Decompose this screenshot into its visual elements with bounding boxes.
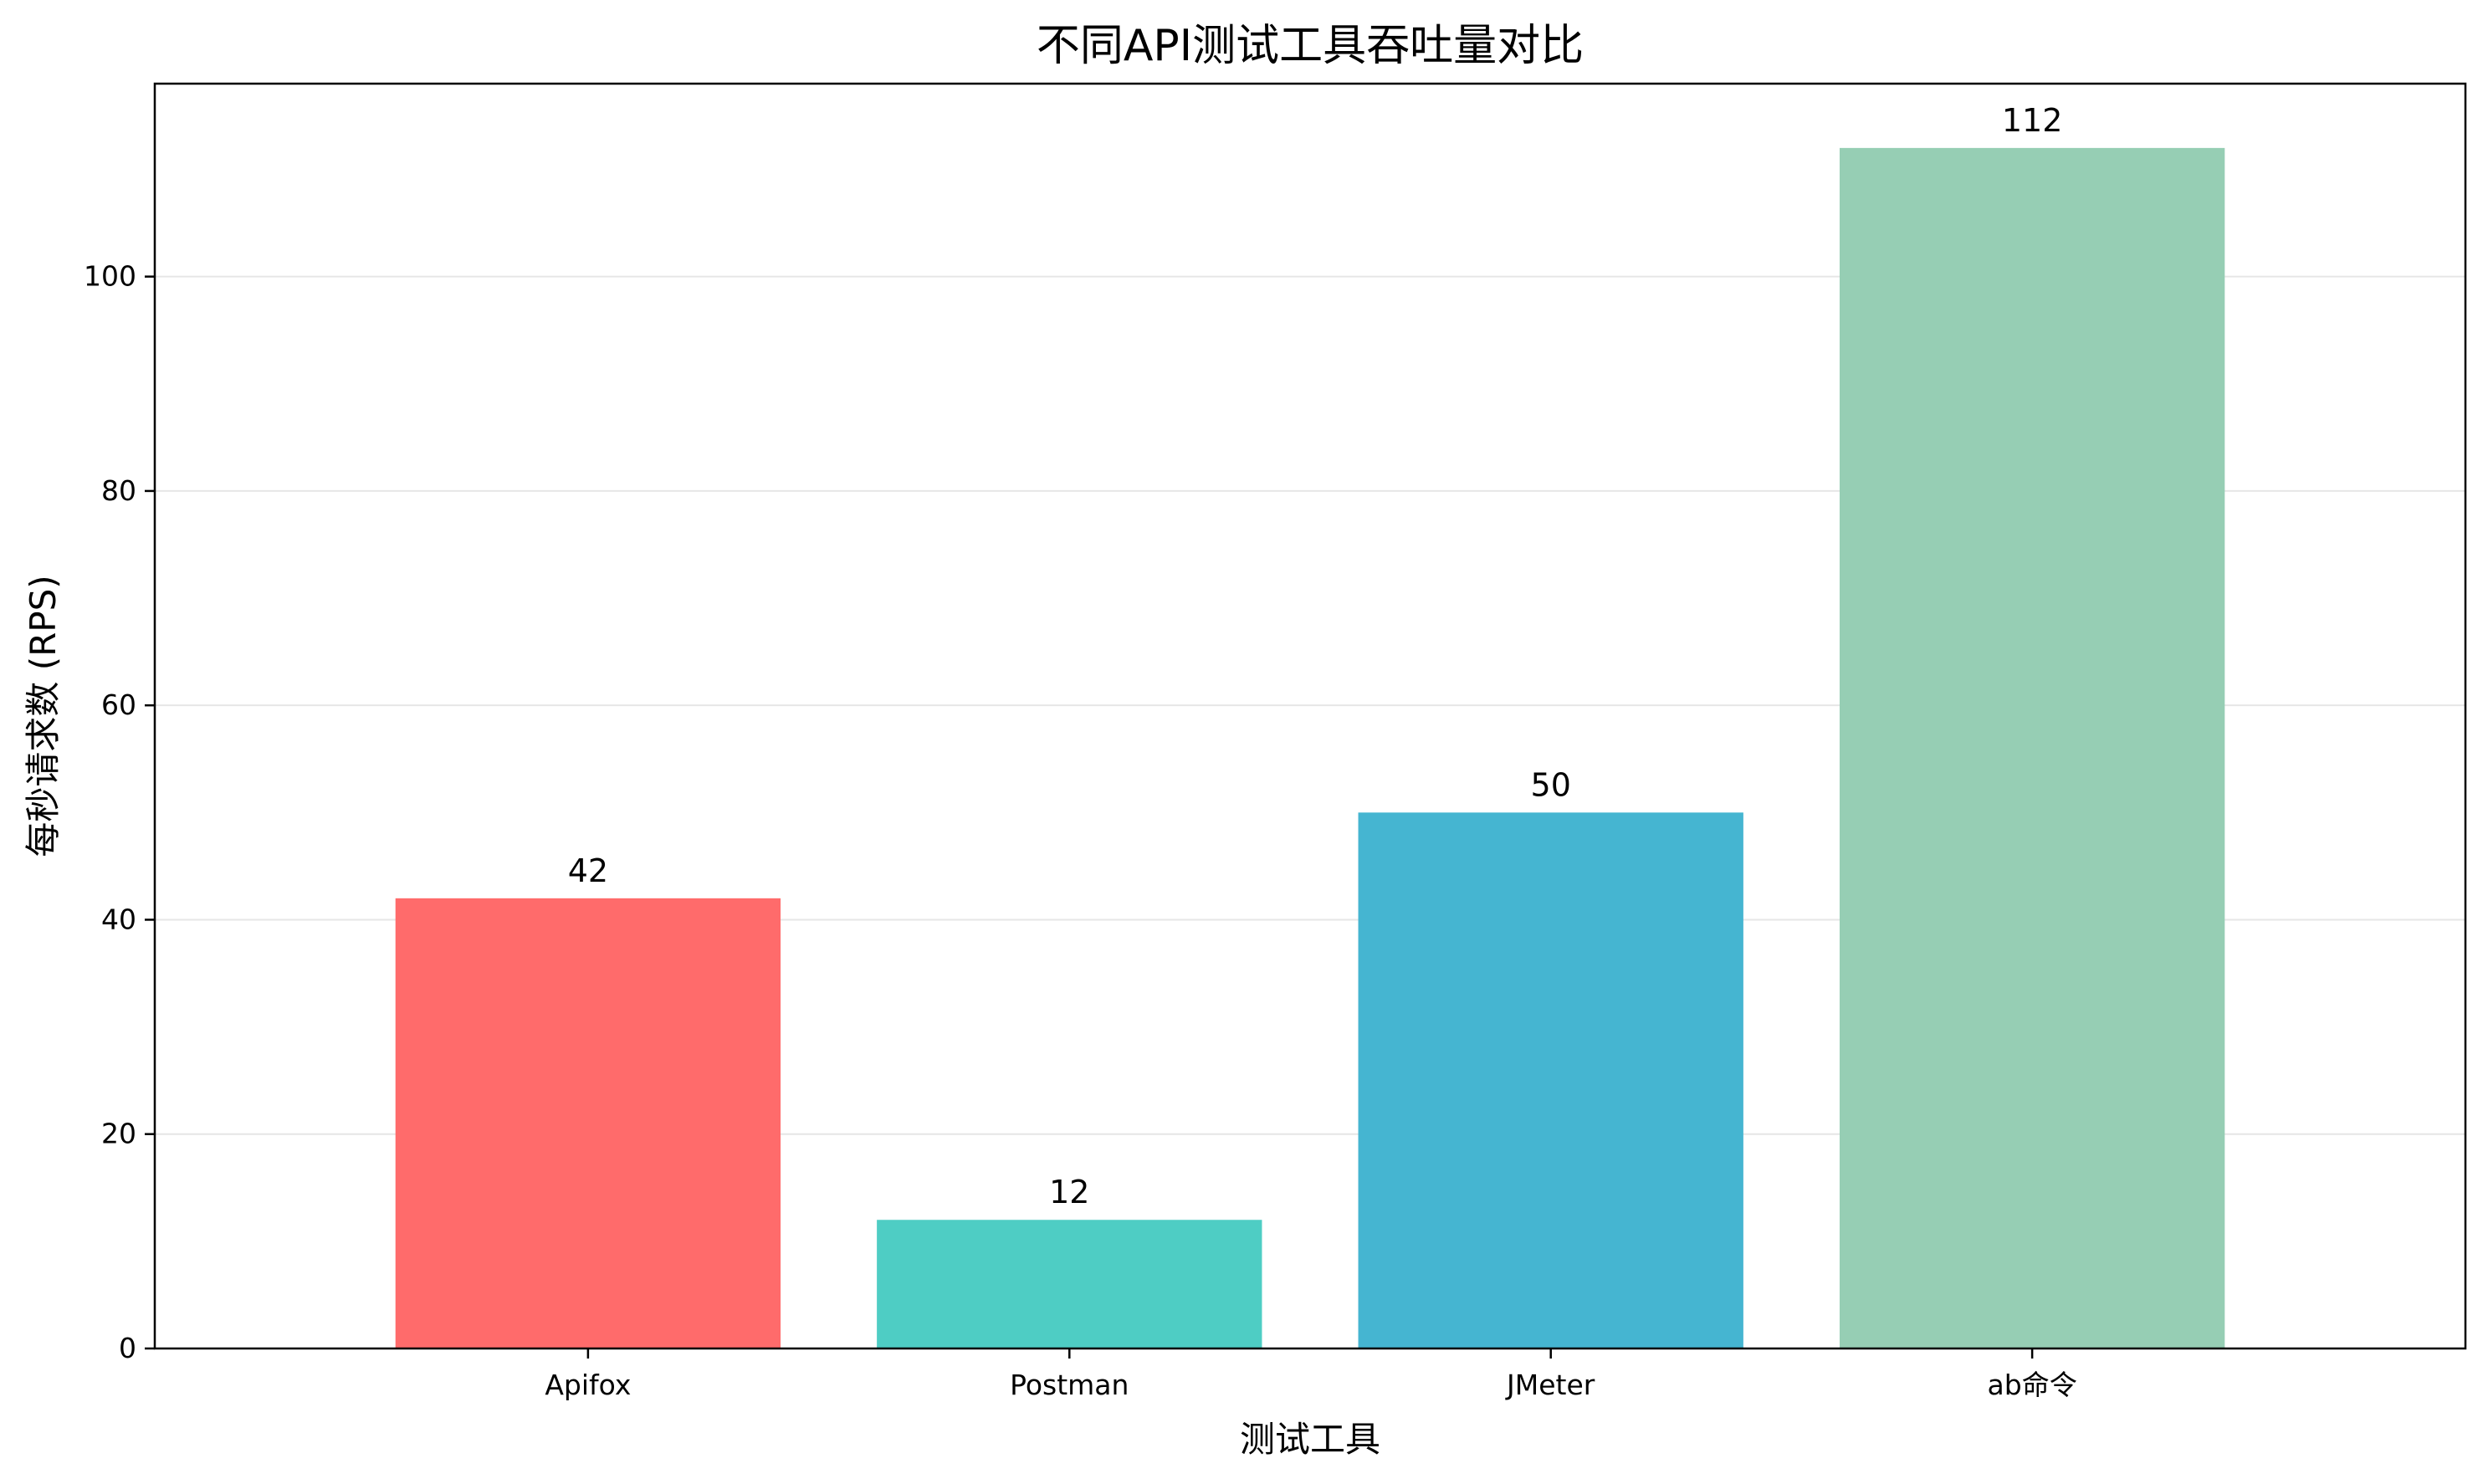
y-tick-label: 40 — [101, 903, 136, 935]
bar — [1358, 812, 1743, 1348]
x-axis-label: 测试工具 — [1240, 1419, 1380, 1460]
x-tick-label: JMeter — [1505, 1369, 1595, 1401]
y-tick-label: 20 — [101, 1118, 136, 1150]
x-axis-ticks: Apifox Postman JMeter ab命令 — [545, 1348, 2077, 1401]
bar — [395, 898, 781, 1348]
bar-value-label: 12 — [1049, 1174, 1089, 1210]
y-tick-label: 60 — [101, 688, 136, 721]
y-tick-label: 100 — [84, 260, 136, 293]
y-tick-label: 80 — [101, 474, 136, 507]
x-tick-label: Apifox — [545, 1369, 631, 1401]
bars — [395, 147, 2225, 1349]
y-axis-label: 每秒请求数 (RPS) — [23, 575, 64, 857]
value-labels: 42 12 50 112 — [568, 102, 2063, 1210]
x-tick-label: Postman — [1010, 1369, 1129, 1401]
bar-value-label: 50 — [1531, 766, 1571, 803]
bar — [877, 1220, 1262, 1348]
bar — [1839, 147, 2225, 1349]
y-axis-ticks: 0 20 40 60 80 100 — [84, 260, 155, 1364]
y-tick-label: 0 — [119, 1332, 136, 1364]
bar-value-label: 42 — [568, 852, 608, 889]
bar-value-label: 112 — [2002, 102, 2063, 139]
x-tick-label: ab命令 — [1988, 1369, 2077, 1401]
plot-frame — [153, 82, 2467, 1350]
chart-title: 不同API测试工具吞吐量对比 — [1037, 21, 1584, 71]
